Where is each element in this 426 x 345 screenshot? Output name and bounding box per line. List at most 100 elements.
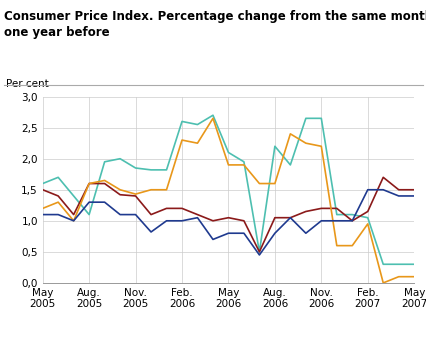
- CPI-ATE: [86, 200, 92, 204]
- CPI-ATE: [380, 188, 385, 192]
- CPI: [133, 166, 138, 170]
- CPI-AE: [411, 188, 416, 192]
- CPI-AT: [164, 188, 169, 192]
- CPI-ATE: [225, 231, 230, 235]
- CPI-AE: [272, 216, 277, 220]
- CPI-ATE: [241, 231, 246, 235]
- CPI: [71, 194, 76, 198]
- CPI-AE: [194, 213, 199, 217]
- CPI-ATE: [411, 194, 416, 198]
- CPI-AE: [210, 219, 215, 223]
- CPI-ATE: [148, 230, 153, 234]
- CPI-AT: [40, 206, 45, 210]
- CPI: [86, 213, 92, 217]
- CPI-AT: [55, 200, 60, 204]
- CPI: [40, 181, 45, 186]
- CPI: [241, 160, 246, 164]
- CPI-AT: [179, 138, 184, 142]
- CPI: [148, 168, 153, 172]
- CPI-ATE: [302, 231, 308, 235]
- CPI: [334, 213, 339, 217]
- CPI: [179, 119, 184, 124]
- Line: CPI-AT: CPI-AT: [43, 118, 413, 283]
- CPI-AE: [55, 194, 60, 198]
- Line: CPI: CPI: [43, 115, 413, 264]
- CPI: [364, 216, 369, 220]
- CPI-AT: [225, 163, 230, 167]
- CPI-AE: [133, 194, 138, 198]
- CPI-ATE: [256, 253, 262, 257]
- CPI-AE: [102, 181, 107, 186]
- CPI-AE: [148, 213, 153, 217]
- CPI-ATE: [210, 237, 215, 242]
- CPI-AT: [364, 222, 369, 226]
- CPI-AT: [302, 141, 308, 145]
- CPI-ATE: [164, 219, 169, 223]
- CPI: [395, 262, 400, 266]
- CPI: [256, 250, 262, 254]
- Text: Consumer Price Index. Percentage change from the same month
one year before: Consumer Price Index. Percentage change …: [4, 10, 426, 39]
- CPI-ATE: [287, 216, 292, 220]
- CPI: [380, 262, 385, 266]
- Text: Per cent: Per cent: [6, 79, 48, 89]
- CPI: [194, 122, 199, 127]
- CPI: [411, 262, 416, 266]
- CPI-AT: [349, 244, 354, 248]
- CPI-AT: [210, 116, 215, 120]
- Line: CPI-ATE: CPI-ATE: [43, 190, 413, 255]
- CPI-AE: [364, 209, 369, 214]
- CPI-AT: [380, 281, 385, 285]
- CPI-ATE: [194, 216, 199, 220]
- CPI-AE: [164, 206, 169, 210]
- CPI-AE: [380, 175, 385, 179]
- CPI-AE: [71, 213, 76, 217]
- CPI-AE: [40, 188, 45, 192]
- CPI-ATE: [102, 200, 107, 204]
- CPI-ATE: [349, 219, 354, 223]
- Line: CPI-AE: CPI-AE: [43, 177, 413, 252]
- CPI-AT: [287, 132, 292, 136]
- CPI: [55, 175, 60, 179]
- CPI-AT: [117, 188, 122, 192]
- CPI-ATE: [71, 219, 76, 223]
- CPI: [225, 150, 230, 155]
- CPI-AE: [117, 193, 122, 197]
- CPI-AE: [86, 181, 92, 186]
- CPI: [102, 160, 107, 164]
- CPI-AT: [86, 181, 92, 186]
- CPI-AE: [287, 216, 292, 220]
- CPI-ATE: [55, 213, 60, 217]
- CPI-AT: [148, 188, 153, 192]
- CPI-AT: [272, 181, 277, 186]
- CPI-AE: [241, 219, 246, 223]
- CPI-AT: [256, 181, 262, 186]
- CPI-AT: [318, 144, 323, 148]
- CPI-ATE: [272, 231, 277, 235]
- CPI-AE: [395, 188, 400, 192]
- CPI-AE: [225, 216, 230, 220]
- Legend: CPI, CPI-AE, CPI-AT, CPI-ATE: CPI, CPI-AE, CPI-AT, CPI-ATE: [99, 344, 357, 345]
- CPI: [210, 113, 215, 117]
- CPI-AE: [302, 209, 308, 214]
- CPI-AE: [179, 206, 184, 210]
- CPI: [164, 168, 169, 172]
- CPI-AE: [256, 250, 262, 254]
- CPI-ATE: [117, 213, 122, 217]
- CPI: [272, 144, 277, 148]
- CPI-AT: [102, 178, 107, 183]
- CPI-ATE: [133, 213, 138, 217]
- CPI: [302, 116, 308, 120]
- CPI-ATE: [179, 219, 184, 223]
- CPI-AE: [334, 206, 339, 210]
- CPI: [349, 213, 354, 217]
- CPI: [318, 116, 323, 120]
- CPI-AE: [349, 219, 354, 223]
- CPI-AT: [411, 275, 416, 279]
- CPI-ATE: [334, 219, 339, 223]
- CPI-ATE: [395, 194, 400, 198]
- CPI-AT: [241, 163, 246, 167]
- CPI-AT: [334, 244, 339, 248]
- CPI-AT: [395, 275, 400, 279]
- CPI-AT: [194, 141, 199, 145]
- CPI-ATE: [364, 188, 369, 192]
